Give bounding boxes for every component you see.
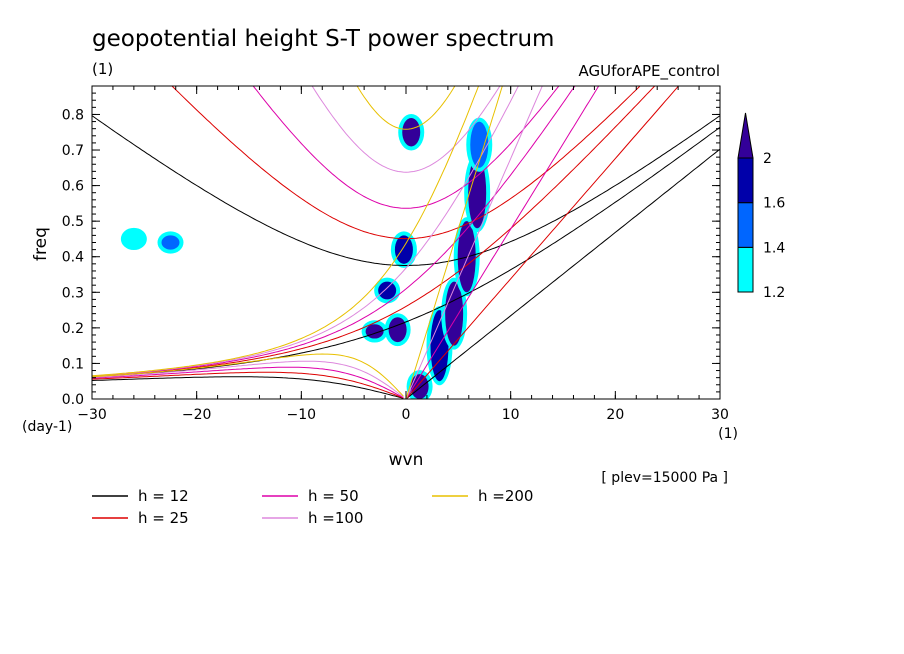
curve-h50-kelvin bbox=[405, 86, 600, 399]
colorbar-segment-1 bbox=[737, 202, 754, 248]
curve-h25-mrg bbox=[92, 86, 656, 378]
power-region-11 bbox=[124, 231, 143, 247]
curve-h50-ross bbox=[92, 366, 404, 399]
curve-h100-mrg bbox=[92, 86, 519, 377]
curve-h12-ross bbox=[92, 376, 404, 399]
power-contours bbox=[120, 114, 493, 399]
y-tick-label-2: 0.2 bbox=[62, 321, 84, 337]
power-region-10 bbox=[378, 281, 397, 300]
curve-h100-ig bbox=[311, 86, 501, 173]
colorbar-label-3: 2 bbox=[763, 151, 772, 167]
axis-ticks: −30 −20 −10 0 10 20 30 0.0 0.1 0.2 0.3 0.4 0.5 0.6 0.7… bbox=[62, 86, 729, 423]
legend-label-2: h = 50 bbox=[308, 487, 359, 505]
curve-h50-mrg bbox=[92, 86, 576, 377]
curve-h12-ig bbox=[92, 115, 720, 266]
curve-h200-kelvin bbox=[405, 86, 503, 399]
x-tick-label-2: −10 bbox=[287, 407, 317, 423]
y-axis-unit: (day-1) bbox=[22, 419, 72, 435]
y-tick-label-1: 0.1 bbox=[62, 356, 84, 372]
y-tick-label-0: 0.0 bbox=[62, 392, 84, 408]
legend-label-3: h =100 bbox=[308, 509, 363, 527]
colorbar: 1.2 1.4 1.6 2 bbox=[737, 112, 785, 301]
x-tick-label-6: 30 bbox=[711, 407, 729, 423]
power-region-9 bbox=[388, 317, 407, 343]
plev-note: [ plev=15000 Pa ] bbox=[601, 470, 728, 486]
y-tick-label-4: 0.4 bbox=[62, 250, 84, 266]
colorbar-extend-triangle bbox=[737, 112, 754, 159]
x-tick-label-4: 10 bbox=[502, 407, 520, 423]
curve-h50-ig bbox=[252, 86, 560, 209]
curve-h100-ross bbox=[92, 360, 404, 398]
dispersion-curves bbox=[92, 86, 720, 399]
colorbar-segment-2 bbox=[737, 157, 754, 204]
curve-h25-kelvin bbox=[405, 86, 680, 399]
curve-h25-ig bbox=[171, 86, 641, 240]
x-tick-label-5: 20 bbox=[606, 407, 624, 423]
legend: h = 12 h = 25 h = 50 h =100 h =200 bbox=[92, 487, 533, 527]
x-tick-label-1: −20 bbox=[182, 407, 212, 423]
chart-subtitle-left: (1) bbox=[92, 60, 113, 78]
x-axis-unit: (1) bbox=[718, 426, 738, 442]
legend-label-1: h = 25 bbox=[138, 509, 189, 527]
curve-h200-mrg bbox=[92, 86, 480, 377]
curve-h12-mrg bbox=[92, 126, 720, 378]
power-region-7 bbox=[394, 235, 413, 264]
x-axis-label: wvn bbox=[389, 450, 424, 470]
y-tick-label-6: 0.6 bbox=[62, 179, 84, 195]
colorbar-label-1: 1.4 bbox=[763, 240, 785, 256]
legend-label-0: h = 12 bbox=[138, 487, 189, 505]
x-tick-label-3: 0 bbox=[402, 407, 411, 423]
power-region-0 bbox=[410, 374, 429, 399]
power-region-5 bbox=[470, 121, 489, 168]
y-tick-label-3: 0.3 bbox=[62, 285, 84, 301]
curve-h200-ig bbox=[356, 86, 456, 130]
curve-h25-ross bbox=[92, 371, 404, 399]
colorbar-segment-0 bbox=[737, 246, 754, 293]
y-axis-label: freq bbox=[31, 227, 51, 261]
curve-h12-kelvin bbox=[405, 148, 720, 399]
chart-subtitle-right: AGUforAPE_control bbox=[578, 62, 720, 81]
colorbar-label-2: 1.6 bbox=[763, 196, 785, 212]
power-region-4 bbox=[468, 157, 487, 229]
power-region-12 bbox=[161, 235, 180, 250]
power-region-6 bbox=[402, 118, 421, 147]
colorbar-label-0: 1.2 bbox=[763, 285, 785, 301]
y-tick-label-5: 0.5 bbox=[62, 214, 84, 230]
legend-label-4: h =200 bbox=[478, 487, 533, 505]
chart-title: geopotential height S-T power spectrum bbox=[92, 26, 554, 52]
curve-h200-ross bbox=[92, 353, 404, 397]
y-tick-label-8: 0.8 bbox=[62, 107, 84, 123]
y-tick-label-7: 0.7 bbox=[62, 143, 84, 159]
curve-h100-kelvin bbox=[405, 86, 543, 399]
x-tick-label-0: −30 bbox=[77, 407, 107, 423]
